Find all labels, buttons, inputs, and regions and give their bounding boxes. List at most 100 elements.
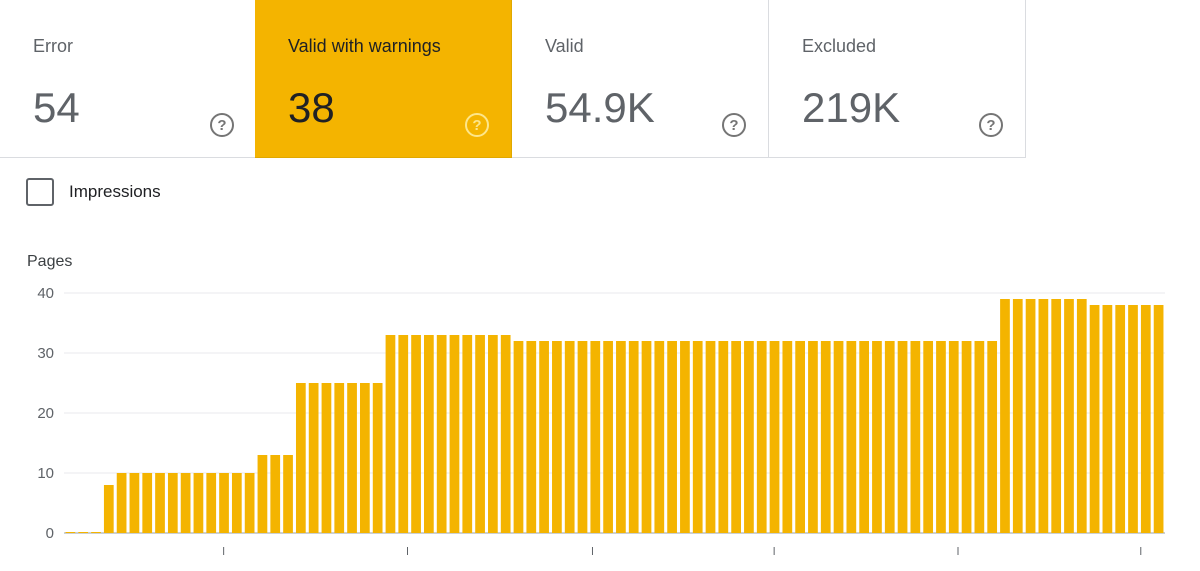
bar[interactable] bbox=[488, 335, 498, 533]
card-label: Excluded bbox=[802, 36, 877, 56]
bar[interactable] bbox=[449, 335, 460, 533]
bar[interactable] bbox=[769, 341, 780, 533]
bar[interactable] bbox=[1115, 305, 1126, 533]
bar[interactable] bbox=[103, 485, 114, 533]
bar[interactable] bbox=[206, 473, 217, 533]
bar[interactable] bbox=[552, 341, 562, 533]
bar[interactable] bbox=[231, 473, 242, 533]
bar[interactable] bbox=[603, 341, 613, 533]
bar[interactable] bbox=[385, 335, 396, 533]
bar[interactable] bbox=[744, 341, 754, 533]
bar[interactable] bbox=[782, 341, 793, 533]
bar[interactable] bbox=[833, 341, 844, 533]
bar[interactable] bbox=[270, 455, 281, 533]
bar[interactable] bbox=[91, 532, 101, 533]
bar[interactable] bbox=[539, 341, 549, 533]
valid-card[interactable]: Valid 54.9K ? bbox=[512, 0, 769, 158]
bar[interactable] bbox=[680, 341, 690, 533]
help-circle-icon[interactable]: ? bbox=[210, 113, 234, 137]
bar[interactable] bbox=[1128, 305, 1138, 533]
bar[interactable] bbox=[987, 341, 998, 533]
bar[interactable] bbox=[808, 341, 818, 533]
bar[interactable] bbox=[308, 383, 319, 533]
bar[interactable] bbox=[283, 455, 293, 533]
bar[interactable] bbox=[193, 473, 204, 533]
bar[interactable] bbox=[462, 335, 473, 533]
bar[interactable] bbox=[872, 341, 882, 533]
bar[interactable] bbox=[577, 341, 588, 533]
bar[interactable] bbox=[820, 341, 831, 533]
bar[interactable] bbox=[1140, 305, 1151, 533]
bar[interactable] bbox=[654, 341, 665, 533]
bar[interactable] bbox=[923, 341, 934, 533]
bar[interactable] bbox=[1076, 299, 1087, 533]
bar[interactable] bbox=[244, 473, 255, 533]
impressions-toggle[interactable]: Impressions bbox=[26, 178, 161, 206]
help-circle-icon[interactable]: ? bbox=[465, 113, 489, 137]
bar[interactable] bbox=[167, 473, 178, 533]
bar[interactable] bbox=[359, 383, 370, 533]
bar[interactable] bbox=[564, 341, 575, 533]
bar[interactable] bbox=[334, 383, 345, 533]
bar[interactable] bbox=[411, 335, 421, 533]
bar[interactable] bbox=[1000, 299, 1010, 533]
bar[interactable] bbox=[398, 335, 409, 533]
bar[interactable] bbox=[1025, 299, 1036, 533]
bar[interactable] bbox=[1038, 299, 1049, 533]
bar[interactable] bbox=[616, 341, 626, 533]
bar[interactable] bbox=[424, 335, 434, 533]
bar[interactable] bbox=[692, 341, 703, 533]
bar[interactable] bbox=[897, 341, 908, 533]
bar[interactable] bbox=[295, 383, 306, 533]
bar[interactable] bbox=[142, 473, 153, 533]
valid-with-warnings-card[interactable]: Valid with warnings 38 ? bbox=[255, 0, 512, 158]
bar[interactable] bbox=[718, 341, 729, 533]
bar[interactable] bbox=[731, 341, 741, 533]
bar[interactable] bbox=[628, 341, 639, 533]
y-tick-label: 10 bbox=[37, 465, 54, 482]
bar[interactable] bbox=[1012, 299, 1023, 533]
bar[interactable] bbox=[129, 473, 140, 533]
bar[interactable] bbox=[219, 473, 229, 533]
bar[interactable] bbox=[155, 473, 165, 533]
bar[interactable] bbox=[936, 341, 946, 533]
bar[interactable] bbox=[795, 341, 805, 533]
bar[interactable] bbox=[846, 341, 857, 533]
bar[interactable] bbox=[475, 335, 485, 533]
card-value: 54.9K bbox=[545, 84, 655, 131]
bar[interactable] bbox=[1064, 299, 1074, 533]
help-circle-icon[interactable]: ? bbox=[979, 113, 1003, 137]
bar[interactable] bbox=[65, 532, 76, 533]
card-label: Error bbox=[33, 36, 73, 56]
bar[interactable] bbox=[1102, 305, 1113, 533]
bar[interactable] bbox=[436, 335, 447, 533]
bar[interactable] bbox=[347, 383, 357, 533]
bar[interactable] bbox=[590, 341, 601, 533]
bar[interactable] bbox=[1089, 305, 1100, 533]
excluded-card[interactable]: Excluded 219K ? bbox=[769, 0, 1026, 158]
bar[interactable] bbox=[756, 341, 767, 533]
bar[interactable] bbox=[513, 341, 524, 533]
bar[interactable] bbox=[961, 341, 972, 533]
bar[interactable] bbox=[78, 532, 89, 533]
bar[interactable] bbox=[180, 473, 191, 533]
bar[interactable] bbox=[705, 341, 716, 533]
bar[interactable] bbox=[321, 383, 332, 533]
bar[interactable] bbox=[526, 341, 537, 533]
impressions-checkbox[interactable] bbox=[26, 178, 54, 206]
bar[interactable] bbox=[974, 341, 985, 533]
bar[interactable] bbox=[948, 341, 959, 533]
bar[interactable] bbox=[910, 341, 921, 533]
error-card[interactable]: Error 54 ? bbox=[0, 0, 257, 158]
bar[interactable] bbox=[667, 341, 677, 533]
bar[interactable] bbox=[859, 341, 870, 533]
bar[interactable] bbox=[1153, 305, 1164, 533]
bar[interactable] bbox=[641, 341, 652, 533]
bar[interactable] bbox=[884, 341, 895, 533]
bar[interactable] bbox=[116, 473, 127, 533]
bar[interactable] bbox=[1051, 299, 1062, 533]
bar[interactable] bbox=[372, 383, 383, 533]
bar[interactable] bbox=[500, 335, 511, 533]
help-circle-icon[interactable]: ? bbox=[722, 113, 746, 137]
bar[interactable] bbox=[257, 455, 268, 533]
